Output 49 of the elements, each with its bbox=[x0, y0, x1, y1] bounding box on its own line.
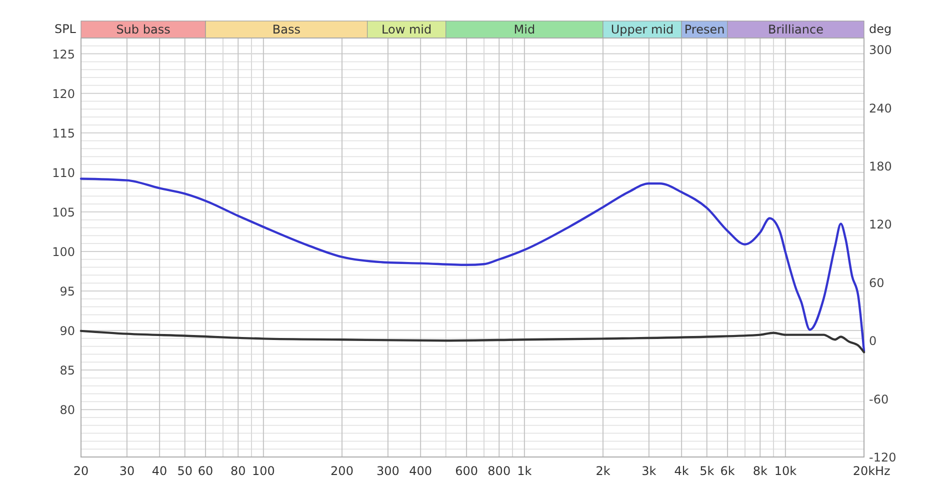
x-tick-label: 3k bbox=[642, 464, 656, 478]
x-tick-label: 100 bbox=[252, 464, 275, 478]
x-tick-label: 10k bbox=[774, 464, 797, 478]
x-tick-label: 40 bbox=[152, 464, 168, 478]
x-tick-label: 30 bbox=[119, 464, 135, 478]
x-tick-label: 300 bbox=[376, 464, 400, 478]
y2-tick-label: -120 bbox=[869, 450, 896, 464]
x-tick-label: 4k bbox=[674, 464, 689, 478]
band-label: Bass bbox=[272, 22, 300, 36]
x-tick-label: 8k bbox=[752, 464, 768, 478]
y2-axis-title: deg bbox=[869, 22, 892, 36]
y-tick-label: 110 bbox=[52, 166, 75, 180]
y2-tick-label: 0 bbox=[869, 334, 877, 348]
y2-tick-label: 180 bbox=[869, 160, 892, 174]
y-axis-title: SPL bbox=[54, 22, 76, 36]
x-tick-label: 400 bbox=[409, 464, 432, 478]
x-tick-label: 2k bbox=[596, 464, 610, 478]
y2-tick-label: 300 bbox=[869, 43, 892, 58]
y-tick-label: 105 bbox=[52, 205, 75, 220]
x-axis-title: Hz bbox=[875, 464, 890, 478]
band-label: Presen bbox=[684, 22, 725, 36]
band-label: Low mid bbox=[382, 22, 432, 36]
y-tick-label: 115 bbox=[52, 126, 75, 140]
x-tick-label: 5k bbox=[700, 464, 714, 478]
y-tick-label: 95 bbox=[60, 284, 75, 298]
x-tick-label: 600 bbox=[455, 464, 478, 478]
x-tick-label: 1k bbox=[517, 464, 532, 478]
y-tick-label: 90 bbox=[60, 324, 75, 338]
x-tick-label: 60 bbox=[198, 464, 214, 478]
band-label: Sub bass bbox=[116, 22, 170, 36]
band-label: Brilliance bbox=[768, 22, 824, 36]
band-label: Mid bbox=[514, 22, 536, 36]
y-tick-label: 100 bbox=[52, 244, 75, 259]
x-tick-label: 200 bbox=[330, 464, 354, 478]
x-tick-label: 800 bbox=[488, 464, 511, 478]
y2-tick-label: 120 bbox=[869, 218, 892, 232]
y-tick-label: 85 bbox=[60, 364, 75, 378]
x-tick-label: 20 bbox=[73, 464, 89, 478]
y2-tick-label: 60 bbox=[869, 276, 884, 290]
y2-tick-label: -60 bbox=[869, 392, 889, 406]
x-tick-label: 50 bbox=[177, 464, 193, 478]
x-tick-label: 6k bbox=[720, 464, 735, 478]
y-tick-label: 120 bbox=[52, 86, 75, 101]
y-tick-label: 80 bbox=[60, 403, 75, 418]
x-tick-label: 80 bbox=[230, 464, 246, 478]
band-label: Upper mid bbox=[610, 22, 674, 36]
y-tick-label: 125 bbox=[52, 47, 75, 62]
x-tick-label: 20k bbox=[852, 464, 876, 478]
y2-tick-label: 240 bbox=[869, 101, 892, 116]
